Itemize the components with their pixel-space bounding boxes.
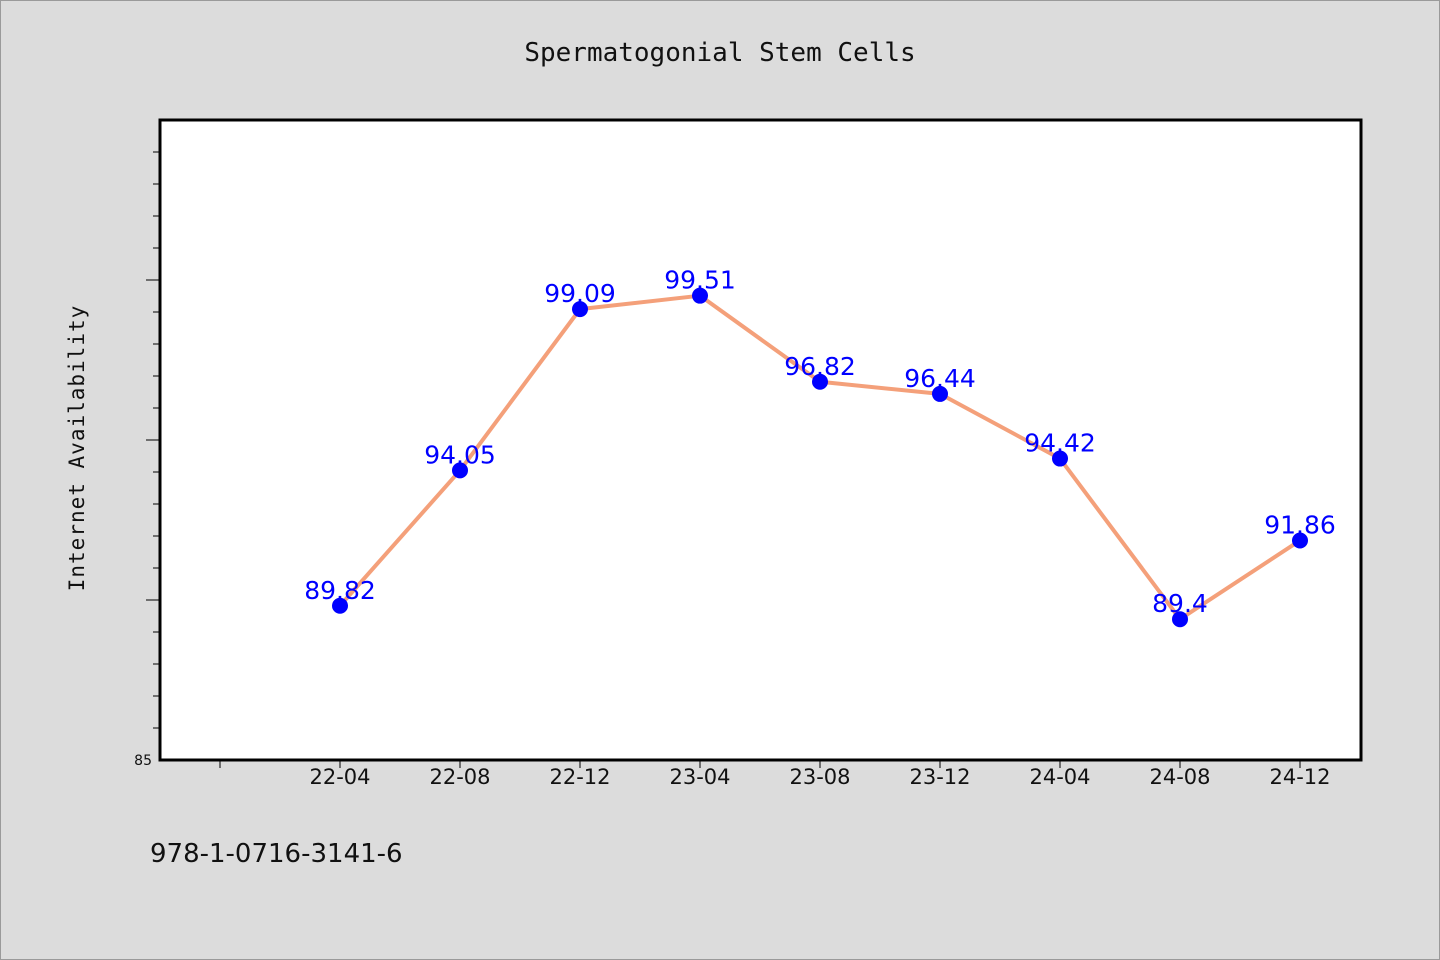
y-axis-label: Internet Availability: [65, 305, 89, 592]
data-point: [1052, 450, 1068, 467]
data-label: 96.82: [784, 352, 856, 381]
y-tick-label: 85: [134, 753, 152, 769]
footer-isbn: 978-1-0716-3141-6: [150, 839, 403, 869]
data-label: 99.51: [664, 266, 736, 295]
data-label: 99.09: [544, 279, 616, 308]
data-label: 94.05: [424, 440, 496, 469]
chart-title: Spermatogonial Stem Cells: [524, 38, 915, 68]
x-tick-label: 22-04: [309, 765, 370, 789]
data-labels: 89.82 94.05 99.09 99.51 96.82 96.44 94.42 89.4 9…: [304, 266, 1336, 619]
data-label: 94.42: [1024, 429, 1096, 458]
x-tick-label: 24-08: [1149, 765, 1210, 789]
data-point: [572, 301, 588, 318]
x-tick-label: 23-12: [909, 765, 970, 789]
x-axis-ticks: 22-04 22-08 22-12 23-04 23-08 23-12 24-04 24-08…: [219, 760, 1331, 789]
x-tick-label: 22-12: [549, 765, 610, 789]
data-point: [1292, 532, 1308, 549]
series-markers: [332, 287, 1308, 628]
x-tick-label: 24-12: [1269, 765, 1330, 789]
x-tick-label: 22-08: [429, 765, 490, 789]
plot-area: [160, 120, 1361, 760]
data-point: [692, 287, 708, 304]
plot-border: [158, 118, 1363, 762]
x-tick-label: 23-08: [789, 765, 850, 789]
data-label: 89.82: [304, 576, 376, 605]
data-label: 89.4: [1152, 589, 1208, 618]
y-axis-ticks: 85: [134, 151, 160, 769]
x-tick-label: 24-04: [1029, 765, 1090, 789]
data-point: [932, 385, 948, 402]
data-point: [452, 462, 468, 479]
data-point: [332, 597, 348, 614]
data-point: [812, 373, 828, 390]
data-label: 96.44: [904, 364, 976, 393]
x-tick-label: 23-04: [669, 765, 730, 789]
data-label: 91.86: [1264, 510, 1336, 539]
data-point: [1172, 611, 1188, 628]
